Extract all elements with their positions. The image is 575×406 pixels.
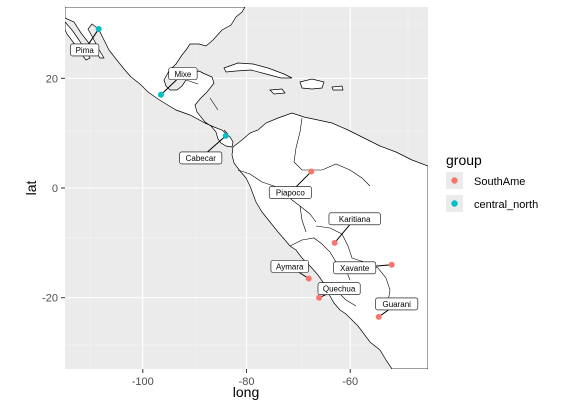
- label-mixe: Mixe: [168, 67, 198, 81]
- label-box-piapoco: [268, 186, 312, 199]
- label-text-karitiana: Karitiana: [339, 215, 371, 224]
- label-text-quechua: Quechua: [323, 285, 356, 294]
- x-tick-label: -60: [342, 376, 358, 388]
- y-tick-labels: -20 0 20: [42, 73, 58, 304]
- label-text-piapoco: Piapoco: [276, 189, 305, 198]
- y-tick-label: 20: [46, 73, 58, 85]
- point-piapoco: [308, 168, 315, 175]
- hispaniola-land: [299, 78, 325, 90]
- jamaica-land: [269, 88, 286, 95]
- point-mixe: [157, 91, 164, 98]
- point-cabecar: [222, 132, 229, 139]
- label-karitiana: Karitiana: [328, 212, 381, 226]
- cuba-land: [223, 62, 293, 79]
- puerto-rico-land: [331, 85, 344, 91]
- label-xavante: Xavante: [333, 261, 377, 275]
- label-text-pima: Pima: [76, 46, 95, 55]
- y-axis-title: lat: [23, 181, 39, 196]
- label-text-cabecar: Cabecar: [186, 154, 217, 163]
- label-text-aymara: Aymara: [276, 263, 304, 272]
- label-box-xavante: [333, 261, 377, 275]
- legend-label-central-north: central_north: [474, 199, 538, 211]
- point-karitiana: [331, 239, 338, 246]
- labels-layer: Pima Mixe Cabecar Piapoco Karitiana Aymara Xav…: [70, 43, 419, 311]
- y-axis-ticks: [61, 77, 65, 299]
- label-pima: Pima: [70, 43, 100, 57]
- legend-key-southame: [451, 177, 458, 184]
- label-box-aymara: [270, 260, 309, 273]
- x-tick-label: -100: [132, 376, 154, 388]
- x-axis-title: long: [233, 384, 259, 400]
- label-cabecar: Cabecar: [179, 151, 223, 165]
- label-box-karitiana: [328, 212, 381, 226]
- label-quechua: Quechua: [317, 282, 361, 295]
- label-box-mixe: [168, 67, 198, 81]
- legend-item-central-north: central_north: [446, 195, 538, 212]
- point-aymara: [305, 275, 312, 282]
- x-tick-label: -80: [239, 376, 255, 388]
- y-tick-label: 0: [52, 183, 58, 195]
- point-quechua: [316, 294, 323, 301]
- north-america-land: [65, 7, 246, 148]
- label-piapoco: Piapoco: [268, 186, 312, 199]
- label-aymara: Aymara: [270, 260, 309, 273]
- points-layer: [95, 25, 395, 320]
- label-guarani: Guarani: [375, 297, 419, 311]
- x-tick-labels: -100 -80 -60: [132, 376, 358, 388]
- label-box-cabecar: [179, 151, 223, 165]
- label-box-quechua: [317, 282, 361, 295]
- point-xavante: [388, 261, 395, 268]
- legend-item-southame: SouthAme: [446, 172, 525, 189]
- label-text-mixe: Mixe: [174, 70, 191, 79]
- legend-label-southame: SouthAme: [474, 176, 525, 188]
- label-text-xavante: Xavante: [340, 264, 370, 273]
- y-tick-label: -20: [42, 293, 58, 305]
- legend-title: group: [446, 152, 482, 168]
- point-guarani: [375, 313, 382, 320]
- legend: group SouthAme central_north: [446, 152, 538, 212]
- x-axis-ticks: [142, 369, 351, 373]
- legend-key-central-north: [451, 200, 458, 207]
- label-box-pima: [70, 43, 100, 57]
- label-box-guarani: [375, 297, 419, 311]
- point-pima: [95, 25, 102, 32]
- label-text-guarani: Guarani: [383, 300, 412, 309]
